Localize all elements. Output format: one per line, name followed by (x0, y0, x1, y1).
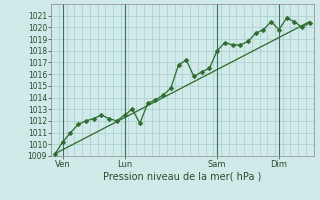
X-axis label: Pression niveau de la mer( hPa ): Pression niveau de la mer( hPa ) (103, 172, 261, 182)
